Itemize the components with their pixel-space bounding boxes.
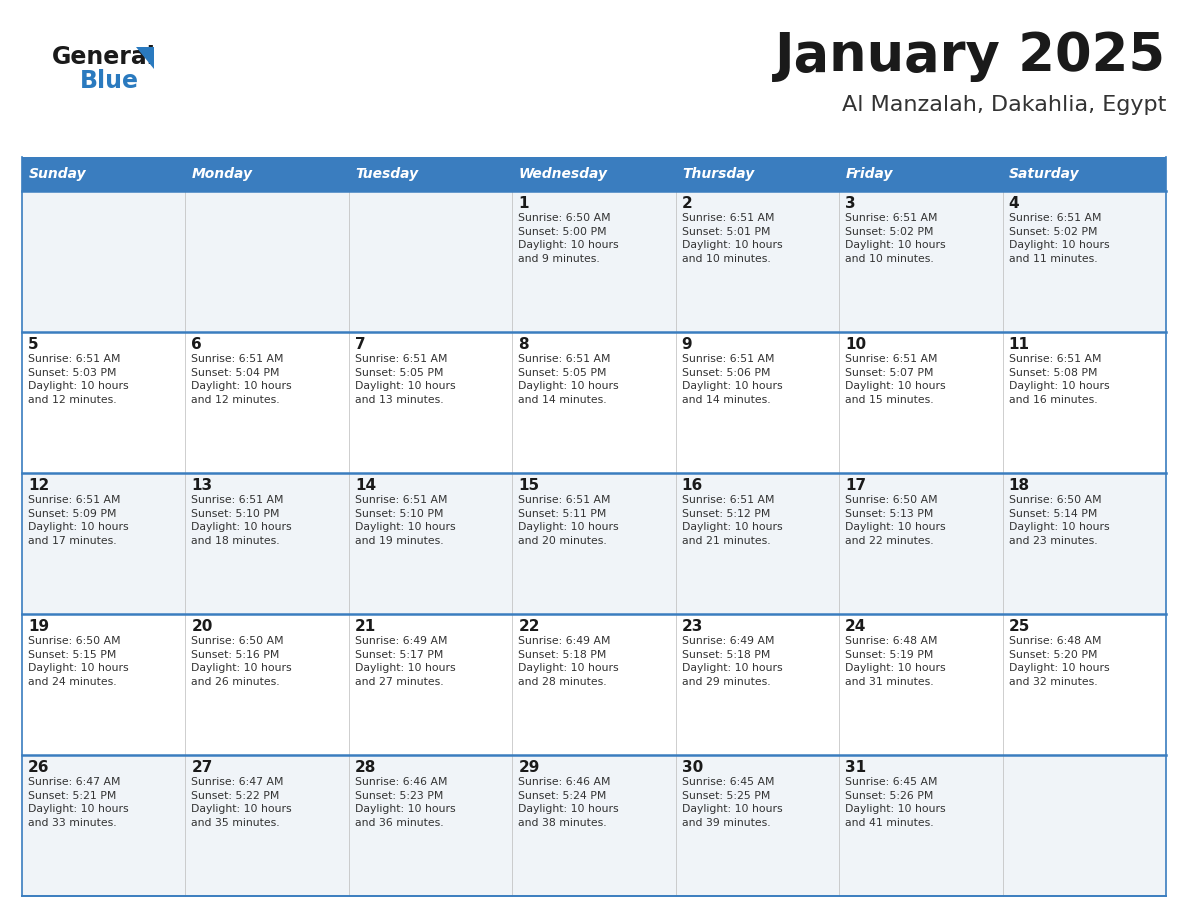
Text: Sunrise: 6:51 AM
Sunset: 5:02 PM
Daylight: 10 hours
and 10 minutes.: Sunrise: 6:51 AM Sunset: 5:02 PM Dayligh… [845, 213, 946, 263]
Text: Sunday: Sunday [29, 167, 87, 181]
Text: 13: 13 [191, 478, 213, 493]
Text: Sunrise: 6:51 AM
Sunset: 5:10 PM
Daylight: 10 hours
and 19 minutes.: Sunrise: 6:51 AM Sunset: 5:10 PM Dayligh… [355, 495, 455, 546]
Text: Sunrise: 6:45 AM
Sunset: 5:25 PM
Daylight: 10 hours
and 39 minutes.: Sunrise: 6:45 AM Sunset: 5:25 PM Dayligh… [682, 777, 783, 828]
Text: Sunrise: 6:51 AM
Sunset: 5:06 PM
Daylight: 10 hours
and 14 minutes.: Sunrise: 6:51 AM Sunset: 5:06 PM Dayligh… [682, 354, 783, 405]
Bar [23, 191, 1165, 332]
Text: 30: 30 [682, 760, 703, 775]
Text: Sunrise: 6:51 AM
Sunset: 5:07 PM
Daylight: 10 hours
and 15 minutes.: Sunrise: 6:51 AM Sunset: 5:07 PM Dayligh… [845, 354, 946, 405]
Text: 18: 18 [1009, 478, 1030, 493]
Text: January 2025: January 2025 [775, 30, 1165, 82]
Text: Sunrise: 6:51 AM
Sunset: 5:11 PM
Daylight: 10 hours
and 20 minutes.: Sunrise: 6:51 AM Sunset: 5:11 PM Dayligh… [518, 495, 619, 546]
Text: 6: 6 [191, 337, 202, 352]
Text: Sunrise: 6:50 AM
Sunset: 5:14 PM
Daylight: 10 hours
and 23 minutes.: Sunrise: 6:50 AM Sunset: 5:14 PM Dayligh… [1009, 495, 1110, 546]
Text: Sunrise: 6:51 AM
Sunset: 5:01 PM
Daylight: 10 hours
and 10 minutes.: Sunrise: 6:51 AM Sunset: 5:01 PM Dayligh… [682, 213, 783, 263]
Text: 31: 31 [845, 760, 866, 775]
Text: 17: 17 [845, 478, 866, 493]
Text: 15: 15 [518, 478, 539, 493]
Text: Sunrise: 6:51 AM
Sunset: 5:12 PM
Daylight: 10 hours
and 21 minutes.: Sunrise: 6:51 AM Sunset: 5:12 PM Dayligh… [682, 495, 783, 546]
Text: Sunrise: 6:51 AM
Sunset: 5:04 PM
Daylight: 10 hours
and 12 minutes.: Sunrise: 6:51 AM Sunset: 5:04 PM Dayligh… [191, 354, 292, 405]
Text: 21: 21 [355, 619, 377, 634]
Bar [23, 755, 1165, 896]
Text: 2: 2 [682, 196, 693, 211]
Text: 11: 11 [1009, 337, 1030, 352]
Text: Sunrise: 6:50 AM
Sunset: 5:15 PM
Daylight: 10 hours
and 24 minutes.: Sunrise: 6:50 AM Sunset: 5:15 PM Dayligh… [29, 636, 128, 687]
Text: Sunrise: 6:51 AM
Sunset: 5:10 PM
Daylight: 10 hours
and 18 minutes.: Sunrise: 6:51 AM Sunset: 5:10 PM Dayligh… [191, 495, 292, 546]
Text: Blue: Blue [80, 69, 139, 93]
Text: Wednesday: Wednesday [519, 167, 608, 181]
Text: Tuesday: Tuesday [355, 167, 418, 181]
Text: Sunrise: 6:48 AM
Sunset: 5:19 PM
Daylight: 10 hours
and 31 minutes.: Sunrise: 6:48 AM Sunset: 5:19 PM Dayligh… [845, 636, 946, 687]
Text: 1: 1 [518, 196, 529, 211]
Text: Monday: Monday [192, 167, 253, 181]
Text: 8: 8 [518, 337, 529, 352]
Text: Sunrise: 6:49 AM
Sunset: 5:18 PM
Daylight: 10 hours
and 29 minutes.: Sunrise: 6:49 AM Sunset: 5:18 PM Dayligh… [682, 636, 783, 687]
Text: General: General [52, 45, 156, 69]
Text: 28: 28 [355, 760, 377, 775]
Text: 20: 20 [191, 619, 213, 634]
Text: 22: 22 [518, 619, 539, 634]
Bar [23, 614, 1165, 755]
Text: 25: 25 [1009, 619, 1030, 634]
Text: Sunrise: 6:51 AM
Sunset: 5:08 PM
Daylight: 10 hours
and 16 minutes.: Sunrise: 6:51 AM Sunset: 5:08 PM Dayligh… [1009, 354, 1110, 405]
Text: Sunrise: 6:46 AM
Sunset: 5:23 PM
Daylight: 10 hours
and 36 minutes.: Sunrise: 6:46 AM Sunset: 5:23 PM Dayligh… [355, 777, 455, 828]
Text: Sunrise: 6:50 AM
Sunset: 5:16 PM
Daylight: 10 hours
and 26 minutes.: Sunrise: 6:50 AM Sunset: 5:16 PM Dayligh… [191, 636, 292, 687]
Text: 5: 5 [29, 337, 39, 352]
Text: Sunrise: 6:48 AM
Sunset: 5:20 PM
Daylight: 10 hours
and 32 minutes.: Sunrise: 6:48 AM Sunset: 5:20 PM Dayligh… [1009, 636, 1110, 687]
Text: Friday: Friday [846, 167, 893, 181]
Text: 27: 27 [191, 760, 213, 775]
Text: Sunrise: 6:49 AM
Sunset: 5:17 PM
Daylight: 10 hours
and 27 minutes.: Sunrise: 6:49 AM Sunset: 5:17 PM Dayligh… [355, 636, 455, 687]
Text: Saturday: Saturday [1009, 167, 1080, 181]
Text: Sunrise: 6:51 AM
Sunset: 5:09 PM
Daylight: 10 hours
and 17 minutes.: Sunrise: 6:51 AM Sunset: 5:09 PM Dayligh… [29, 495, 128, 546]
Text: 7: 7 [355, 337, 366, 352]
Text: Thursday: Thursday [682, 167, 754, 181]
Text: 23: 23 [682, 619, 703, 634]
Text: Sunrise: 6:49 AM
Sunset: 5:18 PM
Daylight: 10 hours
and 28 minutes.: Sunrise: 6:49 AM Sunset: 5:18 PM Dayligh… [518, 636, 619, 687]
Text: 16: 16 [682, 478, 703, 493]
Text: 24: 24 [845, 619, 866, 634]
Text: Sunrise: 6:47 AM
Sunset: 5:22 PM
Daylight: 10 hours
and 35 minutes.: Sunrise: 6:47 AM Sunset: 5:22 PM Dayligh… [191, 777, 292, 828]
Polygon shape [135, 47, 154, 69]
Text: Sunrise: 6:51 AM
Sunset: 5:05 PM
Daylight: 10 hours
and 14 minutes.: Sunrise: 6:51 AM Sunset: 5:05 PM Dayligh… [518, 354, 619, 405]
Text: 26: 26 [29, 760, 50, 775]
Text: 10: 10 [845, 337, 866, 352]
Text: 12: 12 [29, 478, 49, 493]
Text: Sunrise: 6:47 AM
Sunset: 5:21 PM
Daylight: 10 hours
and 33 minutes.: Sunrise: 6:47 AM Sunset: 5:21 PM Dayligh… [29, 777, 128, 828]
Text: 3: 3 [845, 196, 855, 211]
Bar [23, 332, 1165, 473]
Text: Sunrise: 6:50 AM
Sunset: 5:00 PM
Daylight: 10 hours
and 9 minutes.: Sunrise: 6:50 AM Sunset: 5:00 PM Dayligh… [518, 213, 619, 263]
Bar [23, 473, 1165, 614]
Text: 4: 4 [1009, 196, 1019, 211]
Text: 14: 14 [355, 478, 375, 493]
Text: Sunrise: 6:51 AM
Sunset: 5:02 PM
Daylight: 10 hours
and 11 minutes.: Sunrise: 6:51 AM Sunset: 5:02 PM Dayligh… [1009, 213, 1110, 263]
Text: 29: 29 [518, 760, 539, 775]
Bar [23, 157, 1165, 191]
Text: Sunrise: 6:51 AM
Sunset: 5:05 PM
Daylight: 10 hours
and 13 minutes.: Sunrise: 6:51 AM Sunset: 5:05 PM Dayligh… [355, 354, 455, 405]
Text: Al Manzalah, Dakahlia, Egypt: Al Manzalah, Dakahlia, Egypt [841, 95, 1165, 115]
Text: Sunrise: 6:46 AM
Sunset: 5:24 PM
Daylight: 10 hours
and 38 minutes.: Sunrise: 6:46 AM Sunset: 5:24 PM Dayligh… [518, 777, 619, 828]
Text: Sunrise: 6:50 AM
Sunset: 5:13 PM
Daylight: 10 hours
and 22 minutes.: Sunrise: 6:50 AM Sunset: 5:13 PM Dayligh… [845, 495, 946, 546]
Text: Sunrise: 6:51 AM
Sunset: 5:03 PM
Daylight: 10 hours
and 12 minutes.: Sunrise: 6:51 AM Sunset: 5:03 PM Dayligh… [29, 354, 128, 405]
Text: 19: 19 [29, 619, 49, 634]
Text: Sunrise: 6:45 AM
Sunset: 5:26 PM
Daylight: 10 hours
and 41 minutes.: Sunrise: 6:45 AM Sunset: 5:26 PM Dayligh… [845, 777, 946, 828]
Text: 9: 9 [682, 337, 693, 352]
